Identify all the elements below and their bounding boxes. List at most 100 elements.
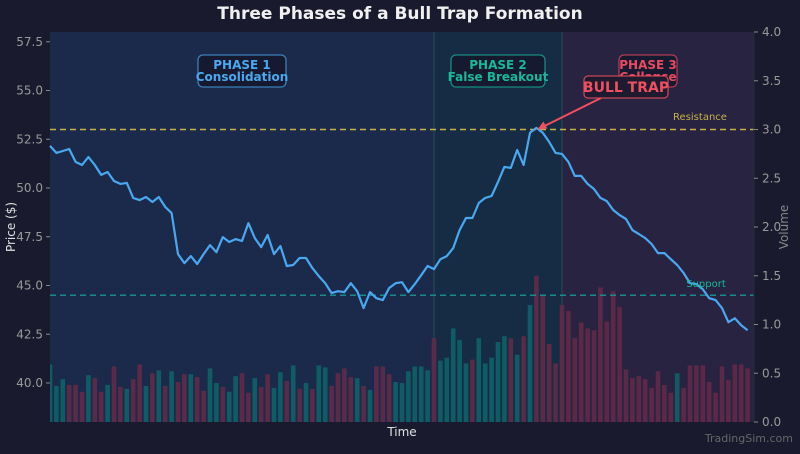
volume-bar: [316, 365, 322, 422]
volume-bar: [681, 387, 686, 422]
bull-trap-arrow: [540, 97, 602, 129]
volume-bar: [252, 378, 258, 422]
volume-bar: [425, 370, 430, 422]
volume-bar: [175, 382, 181, 422]
volume-bar: [386, 374, 392, 422]
phase-2-title: PHASE 2: [469, 58, 527, 72]
volume-bar: [150, 373, 155, 422]
volume-bar: [546, 344, 552, 422]
y-tick-label: 47.5: [16, 230, 43, 244]
support-label: Support: [686, 279, 726, 290]
volume-bar: [380, 366, 386, 422]
volume-bar: [137, 364, 142, 422]
volume-bar: [258, 386, 264, 422]
y2-tick-label: 1.0: [762, 318, 781, 332]
volume-bar: [636, 376, 642, 422]
volume-bar: [553, 363, 558, 422]
volume-bar: [450, 328, 456, 422]
volume-bar: [694, 365, 699, 422]
y2-tick-label: 1.5: [762, 269, 781, 283]
volume-bar: [92, 378, 98, 422]
volume-bar: [738, 364, 744, 422]
volume-bar: [585, 328, 590, 422]
y2-tick-label: 4.0: [762, 25, 781, 39]
volume-bar: [508, 338, 514, 422]
volume-bar: [412, 366, 418, 422]
y2-tick-label: 0.0: [762, 415, 781, 429]
volume-bar: [674, 373, 680, 422]
volume-bar: [335, 373, 341, 422]
volume-bar: [194, 377, 200, 422]
bull-trap-label: BULL TRAP: [583, 80, 669, 96]
volume-bar: [521, 336, 526, 422]
volume-bar: [207, 368, 213, 422]
volume-bar: [610, 291, 616, 422]
y-tick-label: 45.0: [16, 279, 43, 293]
volume-bar: [79, 391, 85, 422]
price-line: [49, 126, 749, 332]
volume-bar: [566, 310, 571, 422]
volume-bar: [50, 364, 53, 422]
volume-bar: [143, 385, 149, 422]
y2-tick-label: 3.0: [762, 123, 781, 137]
volume-bar: [700, 365, 706, 422]
volume-bar: [713, 392, 718, 422]
volume-bar: [182, 374, 187, 422]
volume-bar: [169, 371, 174, 422]
bull-trap-label-box: [583, 75, 669, 99]
volume-bar: [271, 387, 277, 422]
volume-bar: [118, 386, 123, 422]
y-tick-label: 52.5: [16, 132, 43, 146]
volume-bar: [354, 378, 360, 422]
volume-bar: [559, 305, 565, 422]
chart-title: Three Phases of a Bull Trap Formation: [217, 4, 582, 24]
volume-bar: [470, 359, 475, 422]
volume-bar: [342, 368, 347, 422]
volume-bar: [233, 376, 238, 422]
volume-bar: [399, 383, 405, 422]
y-tick-label: 55.0: [16, 84, 43, 98]
volume-bar: [598, 287, 603, 422]
volume-bar: [105, 384, 110, 422]
phase-2-subtitle: False Breakout: [448, 70, 549, 84]
volume-bar: [463, 363, 469, 422]
volume-bar: [278, 372, 283, 422]
volume-bar: [726, 380, 731, 422]
volume-bar: [623, 369, 629, 422]
volume-bar: [86, 375, 91, 422]
volume-bar: [54, 385, 59, 422]
y2-tick-label: 0.5: [762, 366, 781, 380]
volume-bar: [162, 385, 168, 422]
volume-bar: [534, 275, 539, 422]
volume-bar: [361, 385, 366, 422]
volume-bar: [732, 364, 738, 422]
volume-bar: [457, 340, 462, 422]
volume-bar: [239, 373, 245, 422]
volume-bar: [393, 382, 398, 422]
volume-bar: [502, 336, 507, 422]
volume-bar: [431, 338, 437, 422]
volume-bar: [322, 367, 328, 422]
volume-bar: [367, 389, 373, 422]
phase-1-label-box: [197, 54, 287, 88]
y2-tick-label: 2.5: [762, 171, 781, 185]
volume-bar: [374, 366, 379, 422]
x-axis-label: Time: [386, 425, 416, 439]
volume-bar: [220, 386, 226, 422]
y-tick-label: 50.0: [16, 181, 43, 195]
volume-bar: [60, 379, 66, 422]
volume-bar: [540, 295, 546, 422]
volume-bar: [297, 388, 302, 422]
watermark: TradingSim.com: [704, 432, 793, 445]
volume-bar: [444, 357, 450, 422]
volume-bar: [329, 385, 334, 422]
volume-bar: [617, 306, 622, 422]
volume-bar: [495, 342, 501, 422]
volume-bar: [310, 388, 315, 422]
volume-bar: [578, 322, 584, 422]
volume-bar: [98, 391, 104, 422]
volume-bar: [662, 384, 667, 422]
volume-bar: [111, 366, 117, 422]
phase-3-title: PHASE 3: [619, 58, 677, 72]
phase-1-subtitle: Consolidation: [196, 70, 289, 84]
